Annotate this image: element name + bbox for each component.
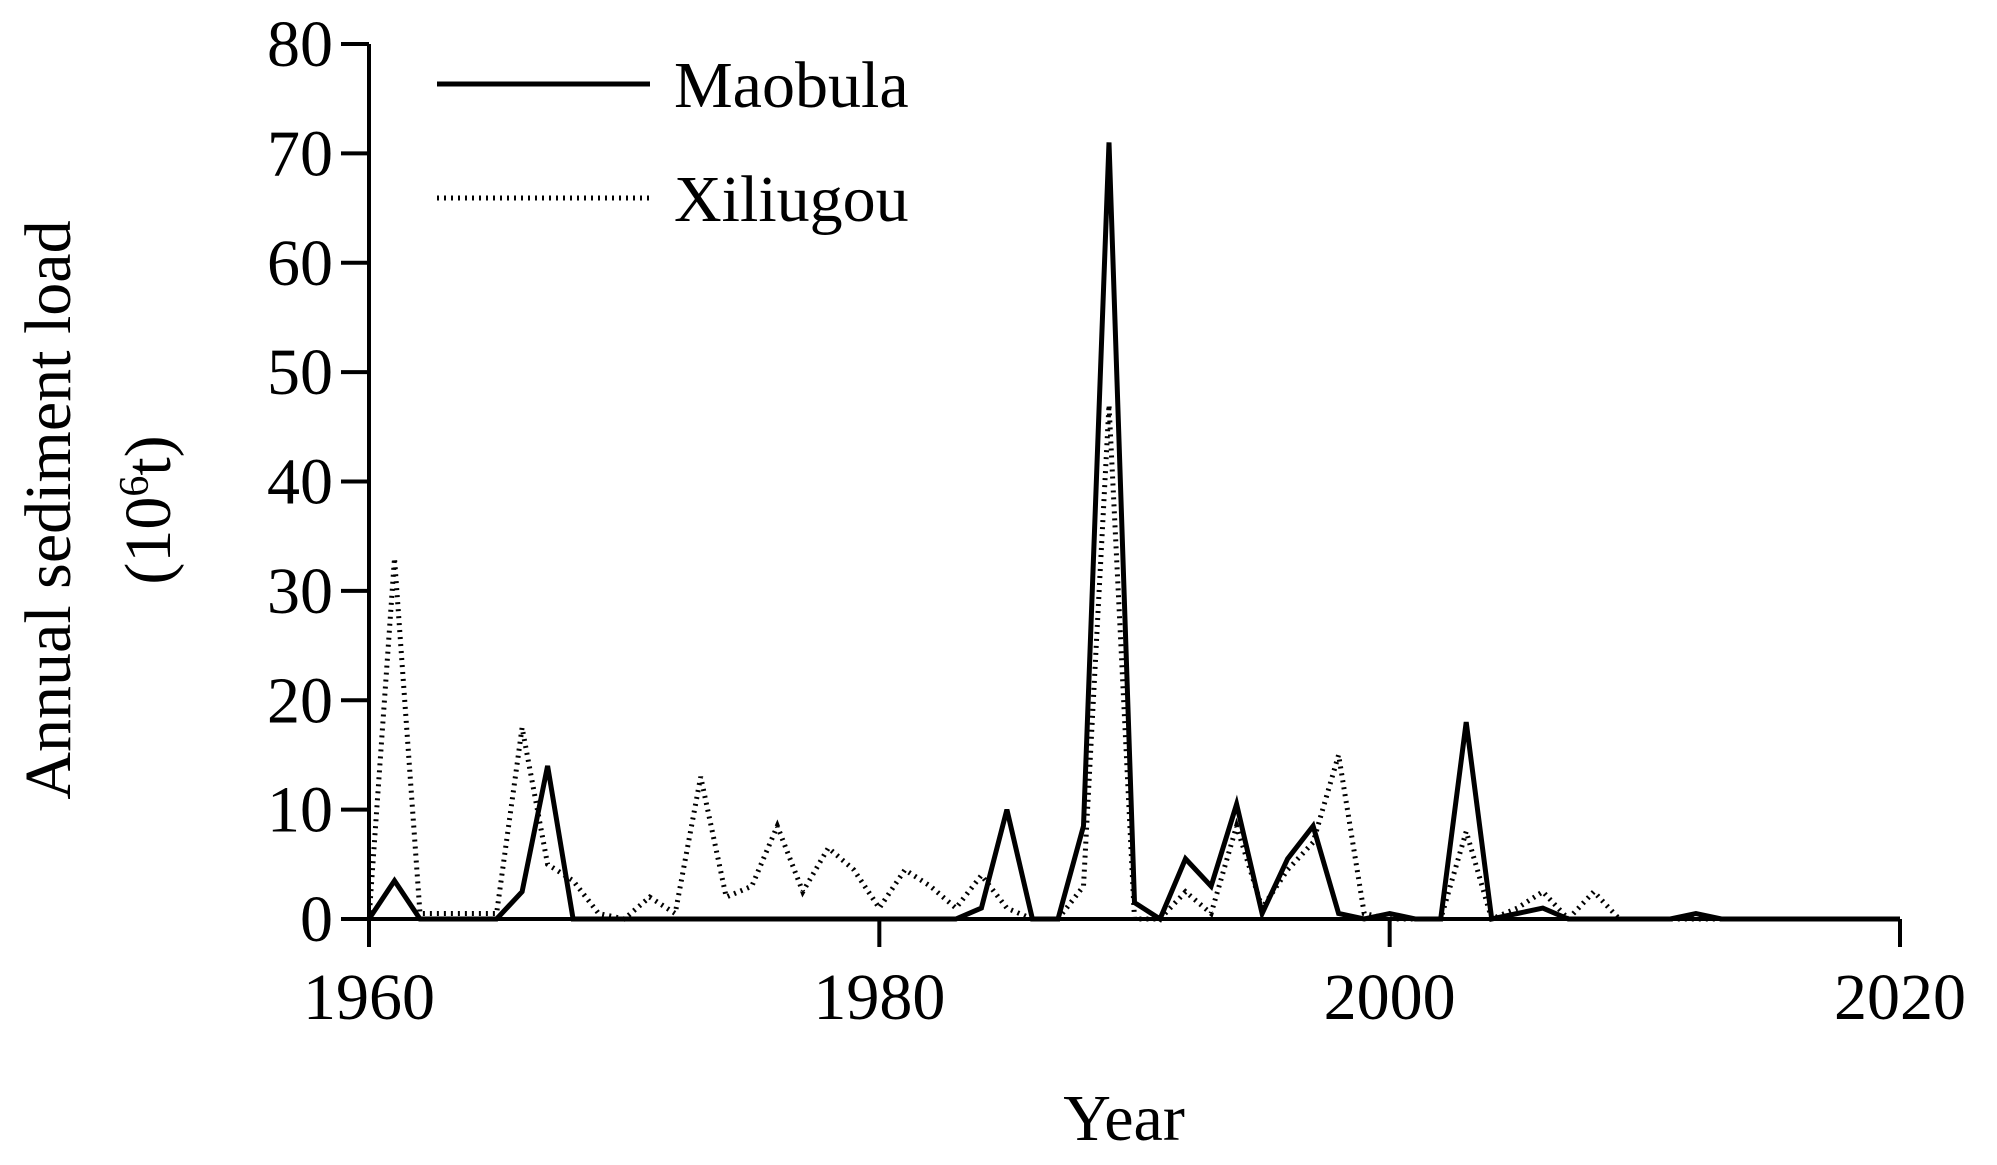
x-tick-label: 1980 xyxy=(813,961,945,1034)
y-tick-label: 70 xyxy=(267,117,333,190)
y-tick-label: 0 xyxy=(300,883,333,956)
series-line-maobula xyxy=(366,142,1900,923)
y-tick-label: 20 xyxy=(267,664,333,737)
y-tick-label: 30 xyxy=(267,555,333,628)
x-axis-title: Year xyxy=(1063,1082,1185,1155)
y-axis-title: Annual sediment load xyxy=(12,220,85,799)
y-tick-label: 80 xyxy=(267,8,333,81)
legend-label-maobula: Maobula xyxy=(674,49,909,122)
y-tick-label: 10 xyxy=(267,774,333,847)
y-tick-label: 60 xyxy=(267,227,333,300)
y-axis-unit-end: t) xyxy=(112,435,185,475)
y-axis-unit-base: (10 xyxy=(112,497,185,585)
x-tick-label: 2000 xyxy=(1324,961,1456,1034)
x-tick-label: 1960 xyxy=(303,961,435,1034)
y-tick-label: 50 xyxy=(267,336,333,409)
legend-label-xiliugou: Xiliugou xyxy=(674,163,909,236)
y-tick-label: 40 xyxy=(267,446,333,519)
legend: Maobula Xiliugou xyxy=(437,49,909,236)
x-tick-label: 2020 xyxy=(1834,961,1966,1034)
plot-area: 0 10 20 30 40 50 60 70 80 1960 1980 2000 2020 xyxy=(267,8,1966,1034)
y-axis-title-unit: (106t) xyxy=(112,435,185,584)
y-axis-unit-exponent: 6 xyxy=(112,476,158,497)
